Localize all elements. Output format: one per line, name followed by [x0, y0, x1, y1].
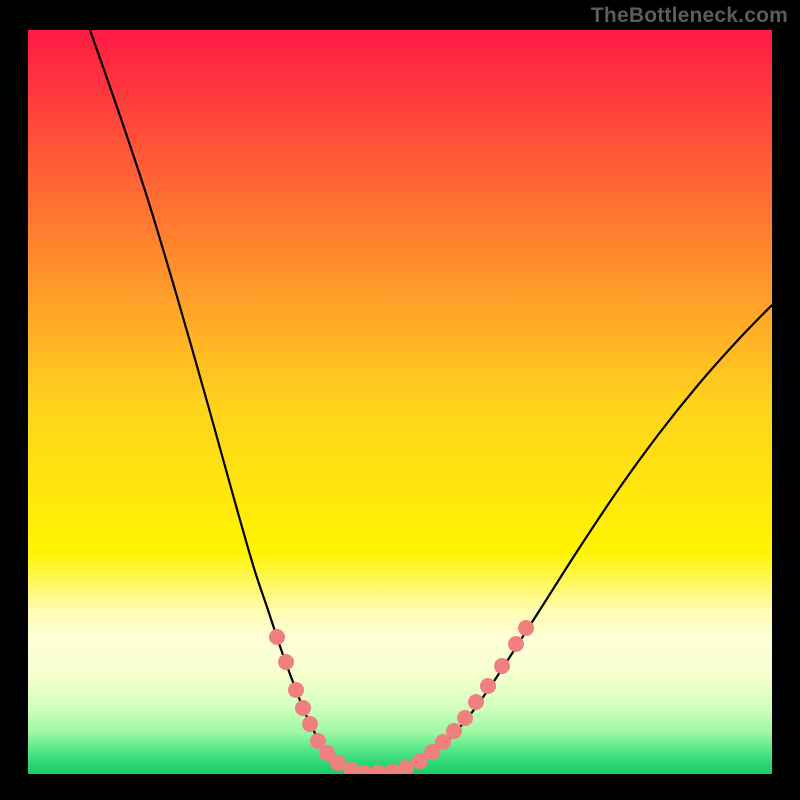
- watermark: TheBottleneck.com: [591, 4, 788, 28]
- data-marker: [302, 716, 318, 732]
- data-marker: [269, 629, 285, 645]
- data-marker: [468, 694, 484, 710]
- bottleneck-chart: [28, 30, 772, 774]
- chart-svg: [28, 30, 772, 774]
- data-marker: [295, 700, 311, 716]
- data-marker: [278, 654, 294, 670]
- data-marker: [494, 658, 510, 674]
- data-marker: [457, 710, 473, 726]
- frame: TheBottleneck.com: [0, 0, 800, 800]
- data-marker: [508, 636, 524, 652]
- data-marker: [446, 723, 462, 739]
- data-marker: [480, 678, 496, 694]
- data-marker: [288, 682, 304, 698]
- chart-background: [28, 30, 772, 774]
- data-marker: [518, 620, 534, 636]
